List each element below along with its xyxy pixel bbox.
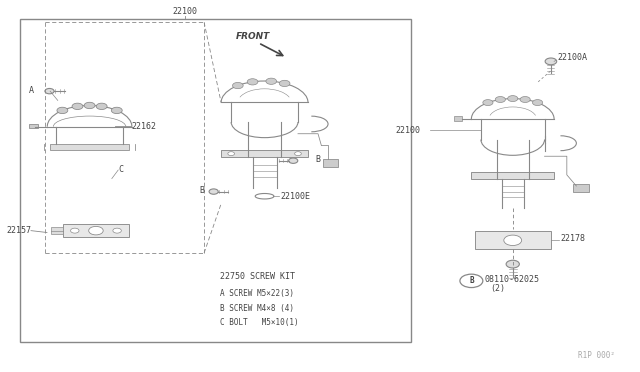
Text: B SCREW M4×8 (4): B SCREW M4×8 (4) <box>220 304 294 312</box>
Circle shape <box>89 227 103 235</box>
Bar <box>323 159 338 167</box>
Circle shape <box>72 103 83 109</box>
Text: 22100: 22100 <box>395 126 420 135</box>
Text: (2): (2) <box>490 284 506 293</box>
Circle shape <box>232 83 243 89</box>
Circle shape <box>532 100 543 106</box>
Text: 22100E: 22100E <box>280 192 310 201</box>
Bar <box>573 184 589 192</box>
Text: 22157: 22157 <box>6 226 31 235</box>
Circle shape <box>508 96 518 102</box>
Bar <box>51 227 63 234</box>
Circle shape <box>266 78 276 84</box>
Text: C BOLT   M5×10(1): C BOLT M5×10(1) <box>220 318 299 327</box>
Circle shape <box>57 107 68 113</box>
Circle shape <box>111 107 122 113</box>
Circle shape <box>279 80 290 87</box>
Circle shape <box>228 152 234 155</box>
Bar <box>472 172 554 179</box>
Text: B: B <box>199 186 204 195</box>
Text: 22750 SCREW KIT: 22750 SCREW KIT <box>220 272 295 281</box>
Circle shape <box>506 260 519 268</box>
Circle shape <box>520 96 530 102</box>
Bar <box>20 19 411 342</box>
Text: 22162: 22162 <box>131 122 156 131</box>
Bar <box>474 231 551 249</box>
Circle shape <box>545 58 557 65</box>
Text: B: B <box>316 155 321 164</box>
Text: C: C <box>118 165 124 174</box>
Circle shape <box>70 228 79 233</box>
Circle shape <box>247 79 258 85</box>
Circle shape <box>504 235 522 246</box>
Bar <box>221 150 308 157</box>
Circle shape <box>45 89 54 94</box>
Text: 08110-62025: 08110-62025 <box>484 275 539 284</box>
Bar <box>454 116 463 121</box>
Circle shape <box>209 189 218 194</box>
Text: A SCREW M5×22(3): A SCREW M5×22(3) <box>220 289 294 298</box>
Circle shape <box>289 158 298 163</box>
Bar <box>63 224 129 237</box>
Text: B: B <box>469 276 474 285</box>
Text: R1P 000²: R1P 000² <box>577 351 614 360</box>
Text: 22178: 22178 <box>561 234 586 243</box>
Circle shape <box>113 228 122 233</box>
Circle shape <box>483 100 493 106</box>
Text: FRONT: FRONT <box>236 32 270 41</box>
Text: A: A <box>29 86 34 94</box>
Circle shape <box>84 102 95 109</box>
Text: 22100: 22100 <box>173 7 198 16</box>
Circle shape <box>294 152 301 155</box>
Circle shape <box>96 103 107 109</box>
Bar <box>29 124 38 128</box>
Circle shape <box>495 96 506 102</box>
Text: 22100A: 22100A <box>557 53 588 62</box>
Bar <box>51 144 129 150</box>
